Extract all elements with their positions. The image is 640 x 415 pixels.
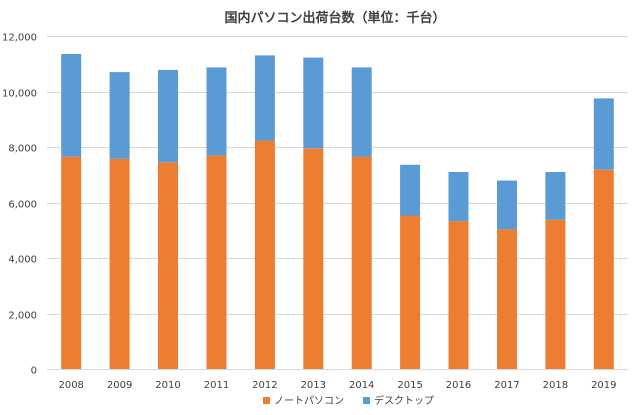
bar-notebook-2016 xyxy=(448,221,469,369)
y-tick-label: 2,000 xyxy=(8,311,37,322)
chart-title: 国内パソコン出荷台数（単位：千台） xyxy=(224,10,445,26)
x-tick-label: 2014 xyxy=(349,380,374,391)
bar-notebook-2019 xyxy=(593,169,614,369)
bar-notebook-2013 xyxy=(303,148,324,369)
bar-desktop-2014 xyxy=(351,67,372,157)
legend-swatch-notebook xyxy=(263,397,270,404)
y-tick-label: 8,000 xyxy=(8,144,37,155)
y-tick-label: 6,000 xyxy=(8,200,37,211)
bar-notebook-2014 xyxy=(351,156,372,369)
bar-notebook-2018 xyxy=(545,219,566,369)
x-axis-ticks: 2008 2009 2010 2011 2012 2013 2014 2015 2016 2017… xyxy=(58,380,616,391)
bar-notebook-2010 xyxy=(158,162,178,369)
bar-notebook-2017 xyxy=(497,229,517,369)
legend: ノートパソコン デスクトップ xyxy=(263,394,434,407)
x-tick-label: 2016 xyxy=(446,380,471,391)
x-tick-label: 2019 xyxy=(591,380,616,391)
x-tick-label: 2009 xyxy=(107,380,132,391)
y-tick-label: 12,000 xyxy=(2,33,37,44)
x-tick-label: 2017 xyxy=(494,380,519,391)
bar-desktop-2010 xyxy=(158,69,178,163)
bar-notebook-2011 xyxy=(206,155,227,369)
bar-notebook-2012 xyxy=(254,140,275,369)
bar-notebook-2009 xyxy=(109,158,130,369)
bar-desktop-2009 xyxy=(109,72,130,159)
legend-label-desktop: デスクトップ xyxy=(374,394,434,407)
x-tick-label: 2015 xyxy=(397,380,422,391)
legend-label-notebook: ノートパソコン xyxy=(274,395,344,407)
x-tick-label: 2011 xyxy=(204,380,229,391)
x-tick-label: 2018 xyxy=(543,380,568,391)
bar-desktop-2013 xyxy=(303,57,324,149)
bar-desktop-2012 xyxy=(254,55,275,141)
bar-desktop-2018 xyxy=(545,172,566,220)
legend-swatch-desktop xyxy=(363,397,370,404)
y-tick-label: 4,000 xyxy=(8,255,37,266)
bar-desktop-2011 xyxy=(206,67,227,156)
bar-desktop-2017 xyxy=(497,180,517,230)
y-tick-label: 10,000 xyxy=(2,89,37,100)
x-tick-label: 2008 xyxy=(58,380,83,391)
y-tick-label: 0 xyxy=(31,366,37,377)
bar-desktop-2015 xyxy=(400,164,421,216)
bar-notebook-2008 xyxy=(61,156,82,369)
x-tick-label: 2010 xyxy=(155,380,180,391)
bar-desktop-2019 xyxy=(593,98,614,170)
bar-desktop-2008 xyxy=(61,54,82,157)
x-tick-label: 2012 xyxy=(252,380,277,391)
bar-notebook-2015 xyxy=(400,215,421,369)
gridlines xyxy=(47,36,628,370)
y-axis-ticks: 0 2,000 4,000 6,000 8,000 10,000 12,000 xyxy=(2,33,37,377)
bars xyxy=(61,54,614,369)
bar-desktop-2016 xyxy=(448,172,469,222)
x-tick-label: 2013 xyxy=(301,380,326,391)
